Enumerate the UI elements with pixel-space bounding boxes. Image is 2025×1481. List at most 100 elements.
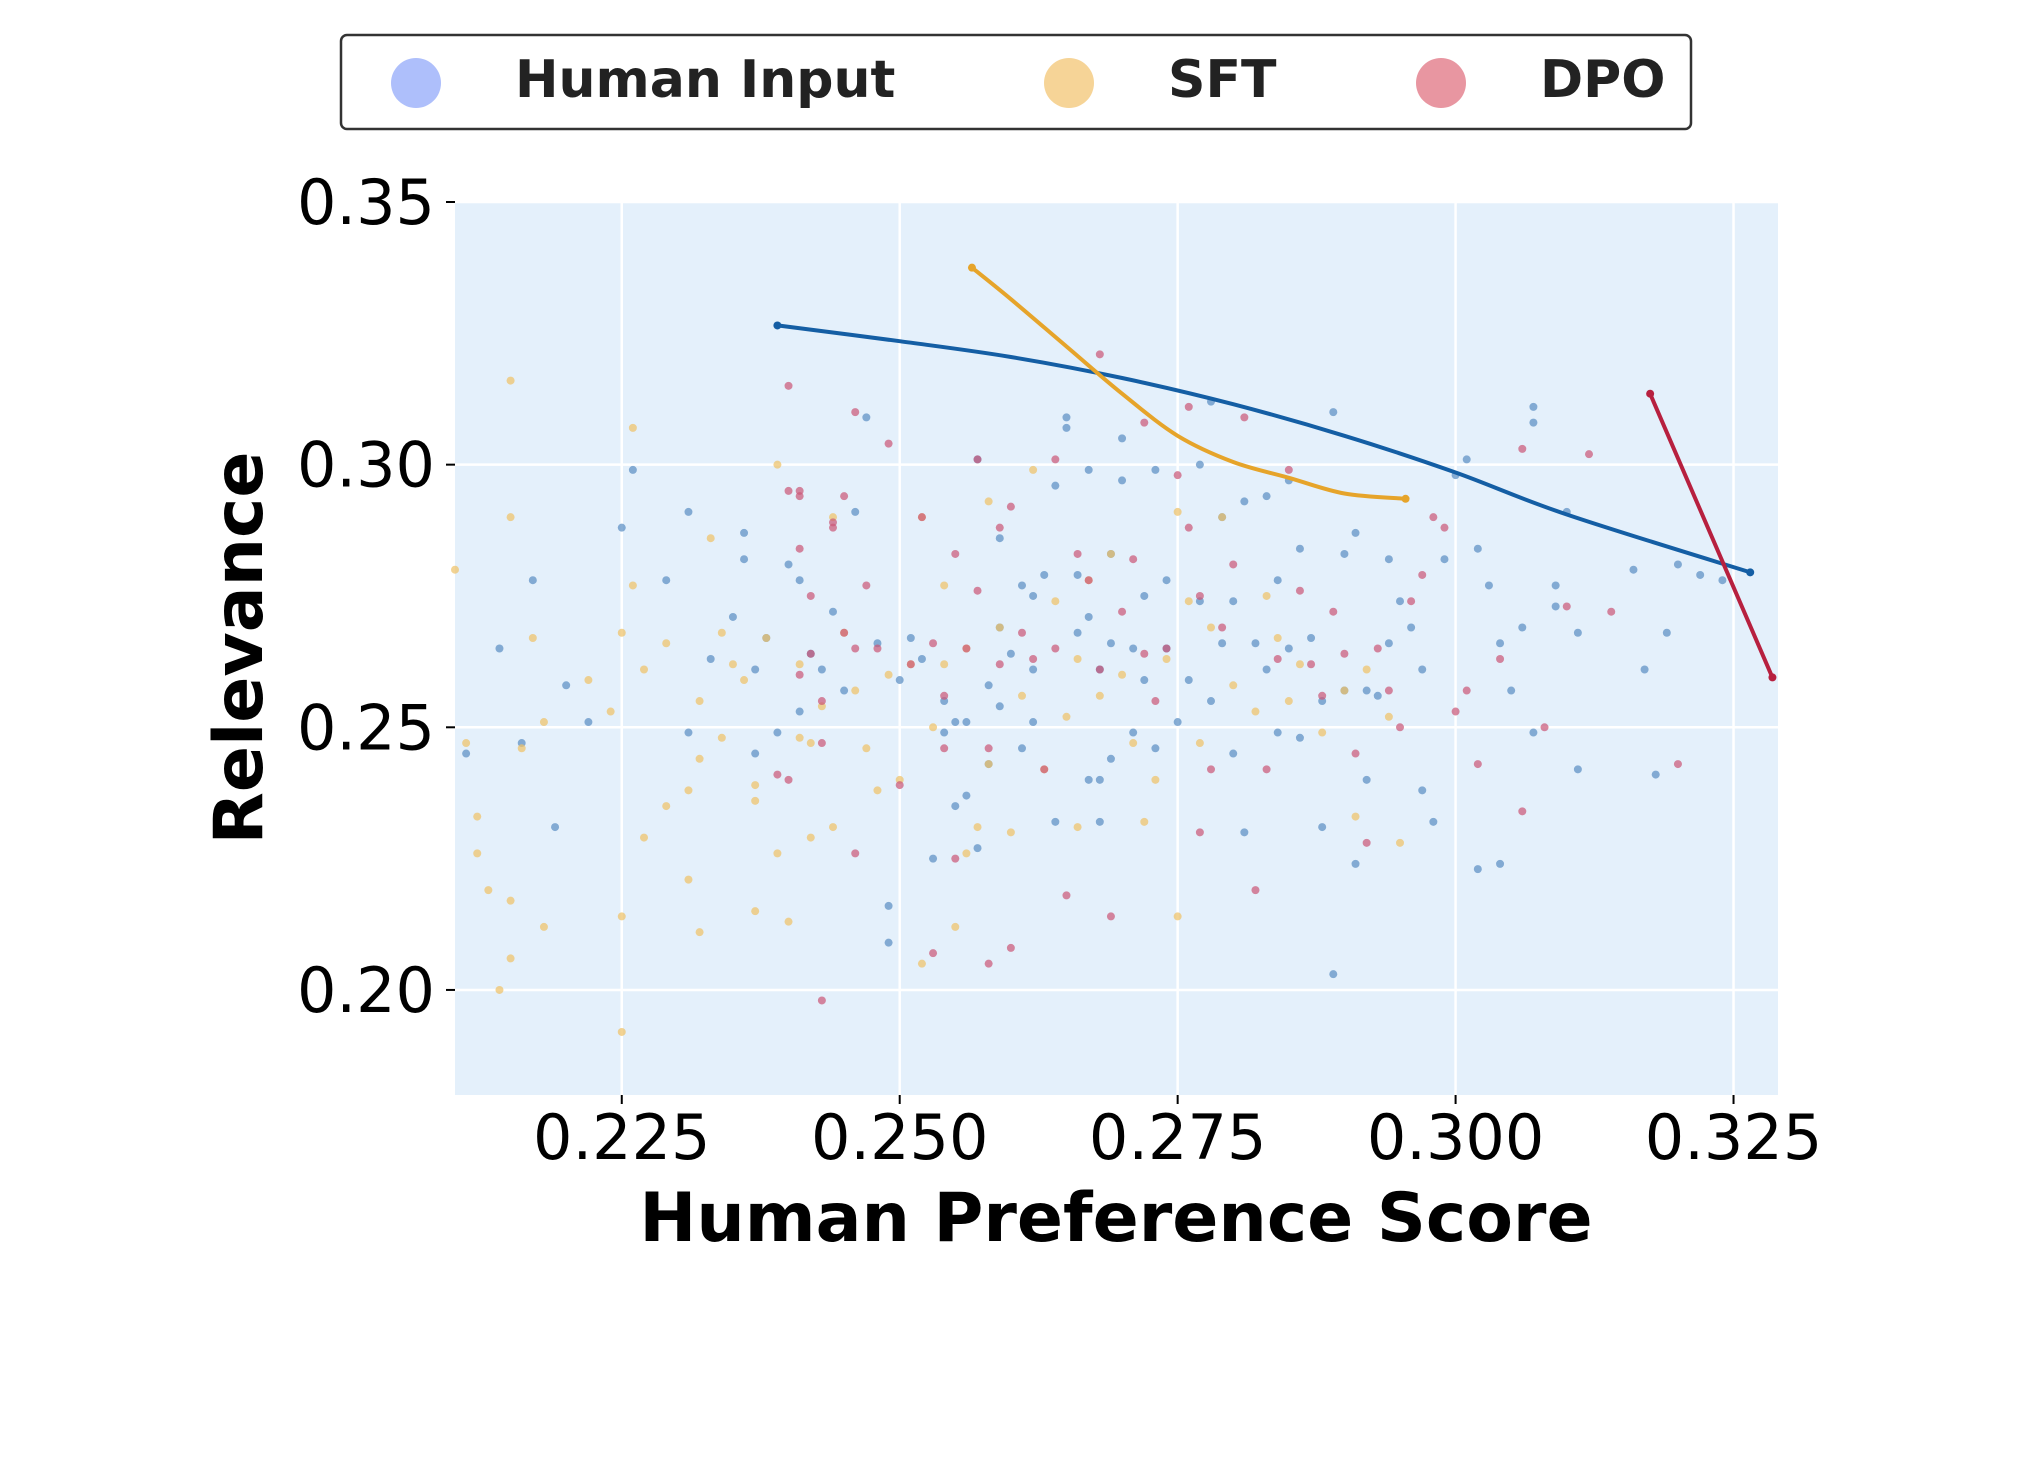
- point-dpo: [840, 492, 849, 501]
- point-sft: [1106, 549, 1115, 558]
- point-dpo: [784, 381, 793, 390]
- point-human-input: [1295, 733, 1304, 742]
- point-dpo: [817, 739, 826, 748]
- point-dpo: [1118, 607, 1127, 616]
- point-sft: [973, 823, 982, 832]
- fit-line-dpo: [1648, 391, 1775, 680]
- point-sft: [873, 786, 882, 795]
- point-sft: [1062, 712, 1071, 721]
- point-sft: [617, 912, 626, 921]
- fit-line-endpoint-sft: [967, 263, 976, 272]
- point-human-input: [728, 612, 737, 621]
- point-dpo: [1084, 576, 1093, 585]
- point-sft: [684, 875, 693, 884]
- point-dpo: [795, 670, 804, 679]
- point-sft: [1207, 623, 1215, 632]
- point-sft: [662, 639, 671, 648]
- point-human-input: [1029, 591, 1038, 600]
- point-human-input: [617, 523, 626, 532]
- axes: 0.225 0.250 0.275 0.300 0.325 0.20 0.25 0.30 0.3…: [297, 166, 1822, 1174]
- point-human-input: [1062, 423, 1071, 432]
- point-human-input: [962, 718, 971, 727]
- point-sft: [751, 781, 760, 790]
- point-sft: [1251, 707, 1260, 716]
- point-human-input: [851, 507, 860, 516]
- point-sft: [1340, 686, 1349, 695]
- point-human-input: [1073, 570, 1082, 579]
- point-human-input: [1429, 817, 1438, 826]
- point-human-input: [1006, 649, 1015, 658]
- point-sft: [1229, 681, 1238, 690]
- point-dpo: [1195, 591, 1204, 600]
- y-tick-label: 0.25: [297, 691, 435, 764]
- point-human-input: [1284, 644, 1293, 653]
- point-sft: [1173, 912, 1182, 921]
- point-sft: [495, 985, 504, 994]
- point-sft: [1073, 655, 1082, 664]
- point-human-input: [1396, 597, 1404, 606]
- point-human-input: [1207, 697, 1215, 706]
- point-dpo: [1429, 513, 1438, 522]
- legend-marker-sft: [1044, 58, 1094, 108]
- point-human-input: [1473, 544, 1482, 553]
- point-sft: [1140, 817, 1149, 826]
- point-human-input: [1551, 581, 1560, 590]
- point-human-input: [1229, 597, 1238, 606]
- point-dpo: [1351, 749, 1360, 758]
- point-dpo: [1029, 655, 1038, 664]
- point-sft: [1018, 691, 1026, 700]
- point-sft: [1273, 633, 1282, 642]
- point-sft: [751, 796, 760, 805]
- point-sft: [1073, 823, 1082, 832]
- point-human-input: [1018, 581, 1026, 590]
- point-human-input: [1651, 770, 1660, 779]
- point-human-input: [884, 938, 893, 947]
- point-dpo: [829, 518, 837, 527]
- point-sft: [462, 739, 471, 748]
- point-dpo: [1518, 807, 1527, 816]
- point-human-input: [1573, 628, 1582, 637]
- point-sft: [951, 922, 960, 931]
- point-sft: [740, 676, 749, 685]
- point-human-input: [929, 854, 938, 863]
- point-sft: [1129, 739, 1138, 748]
- point-human-input: [1129, 728, 1138, 737]
- point-sft: [795, 660, 804, 669]
- point-human-input: [562, 681, 571, 690]
- point-sft: [995, 623, 1004, 632]
- point-human-input: [740, 555, 749, 564]
- point-human-input: [1118, 434, 1127, 443]
- point-human-input: [1373, 691, 1382, 700]
- point-human-input: [1551, 602, 1560, 611]
- point-human-input: [1240, 497, 1249, 506]
- point-human-input: [1529, 402, 1538, 411]
- point-human-input: [829, 607, 837, 616]
- fit-line-human-input: [775, 323, 1753, 575]
- point-sft: [829, 823, 837, 832]
- point-human-input: [1529, 728, 1538, 737]
- point-dpo: [929, 639, 938, 648]
- point-sft: [506, 896, 515, 905]
- point-dpo: [1318, 691, 1327, 700]
- point-human-input: [1362, 775, 1371, 784]
- point-dpo: [1284, 465, 1293, 474]
- point-sft: [806, 833, 815, 842]
- x-axis-label: Human Preference Score: [639, 1179, 1592, 1258]
- point-dpo: [917, 513, 926, 522]
- point-human-input: [1418, 786, 1427, 795]
- point-dpo: [951, 549, 960, 558]
- y-tick-label: 0.35: [297, 166, 435, 239]
- point-human-input: [1106, 754, 1115, 763]
- point-human-input: [1640, 665, 1649, 674]
- point-sft: [640, 833, 648, 842]
- point-dpo: [1129, 555, 1138, 564]
- point-human-input: [973, 844, 982, 853]
- point-sft: [1051, 597, 1060, 606]
- point-dpo: [906, 660, 915, 669]
- point-dpo: [1051, 455, 1060, 464]
- point-sft: [606, 707, 615, 716]
- point-dpo: [1518, 444, 1527, 453]
- point-sft: [1173, 507, 1182, 516]
- point-dpo: [1207, 765, 1215, 774]
